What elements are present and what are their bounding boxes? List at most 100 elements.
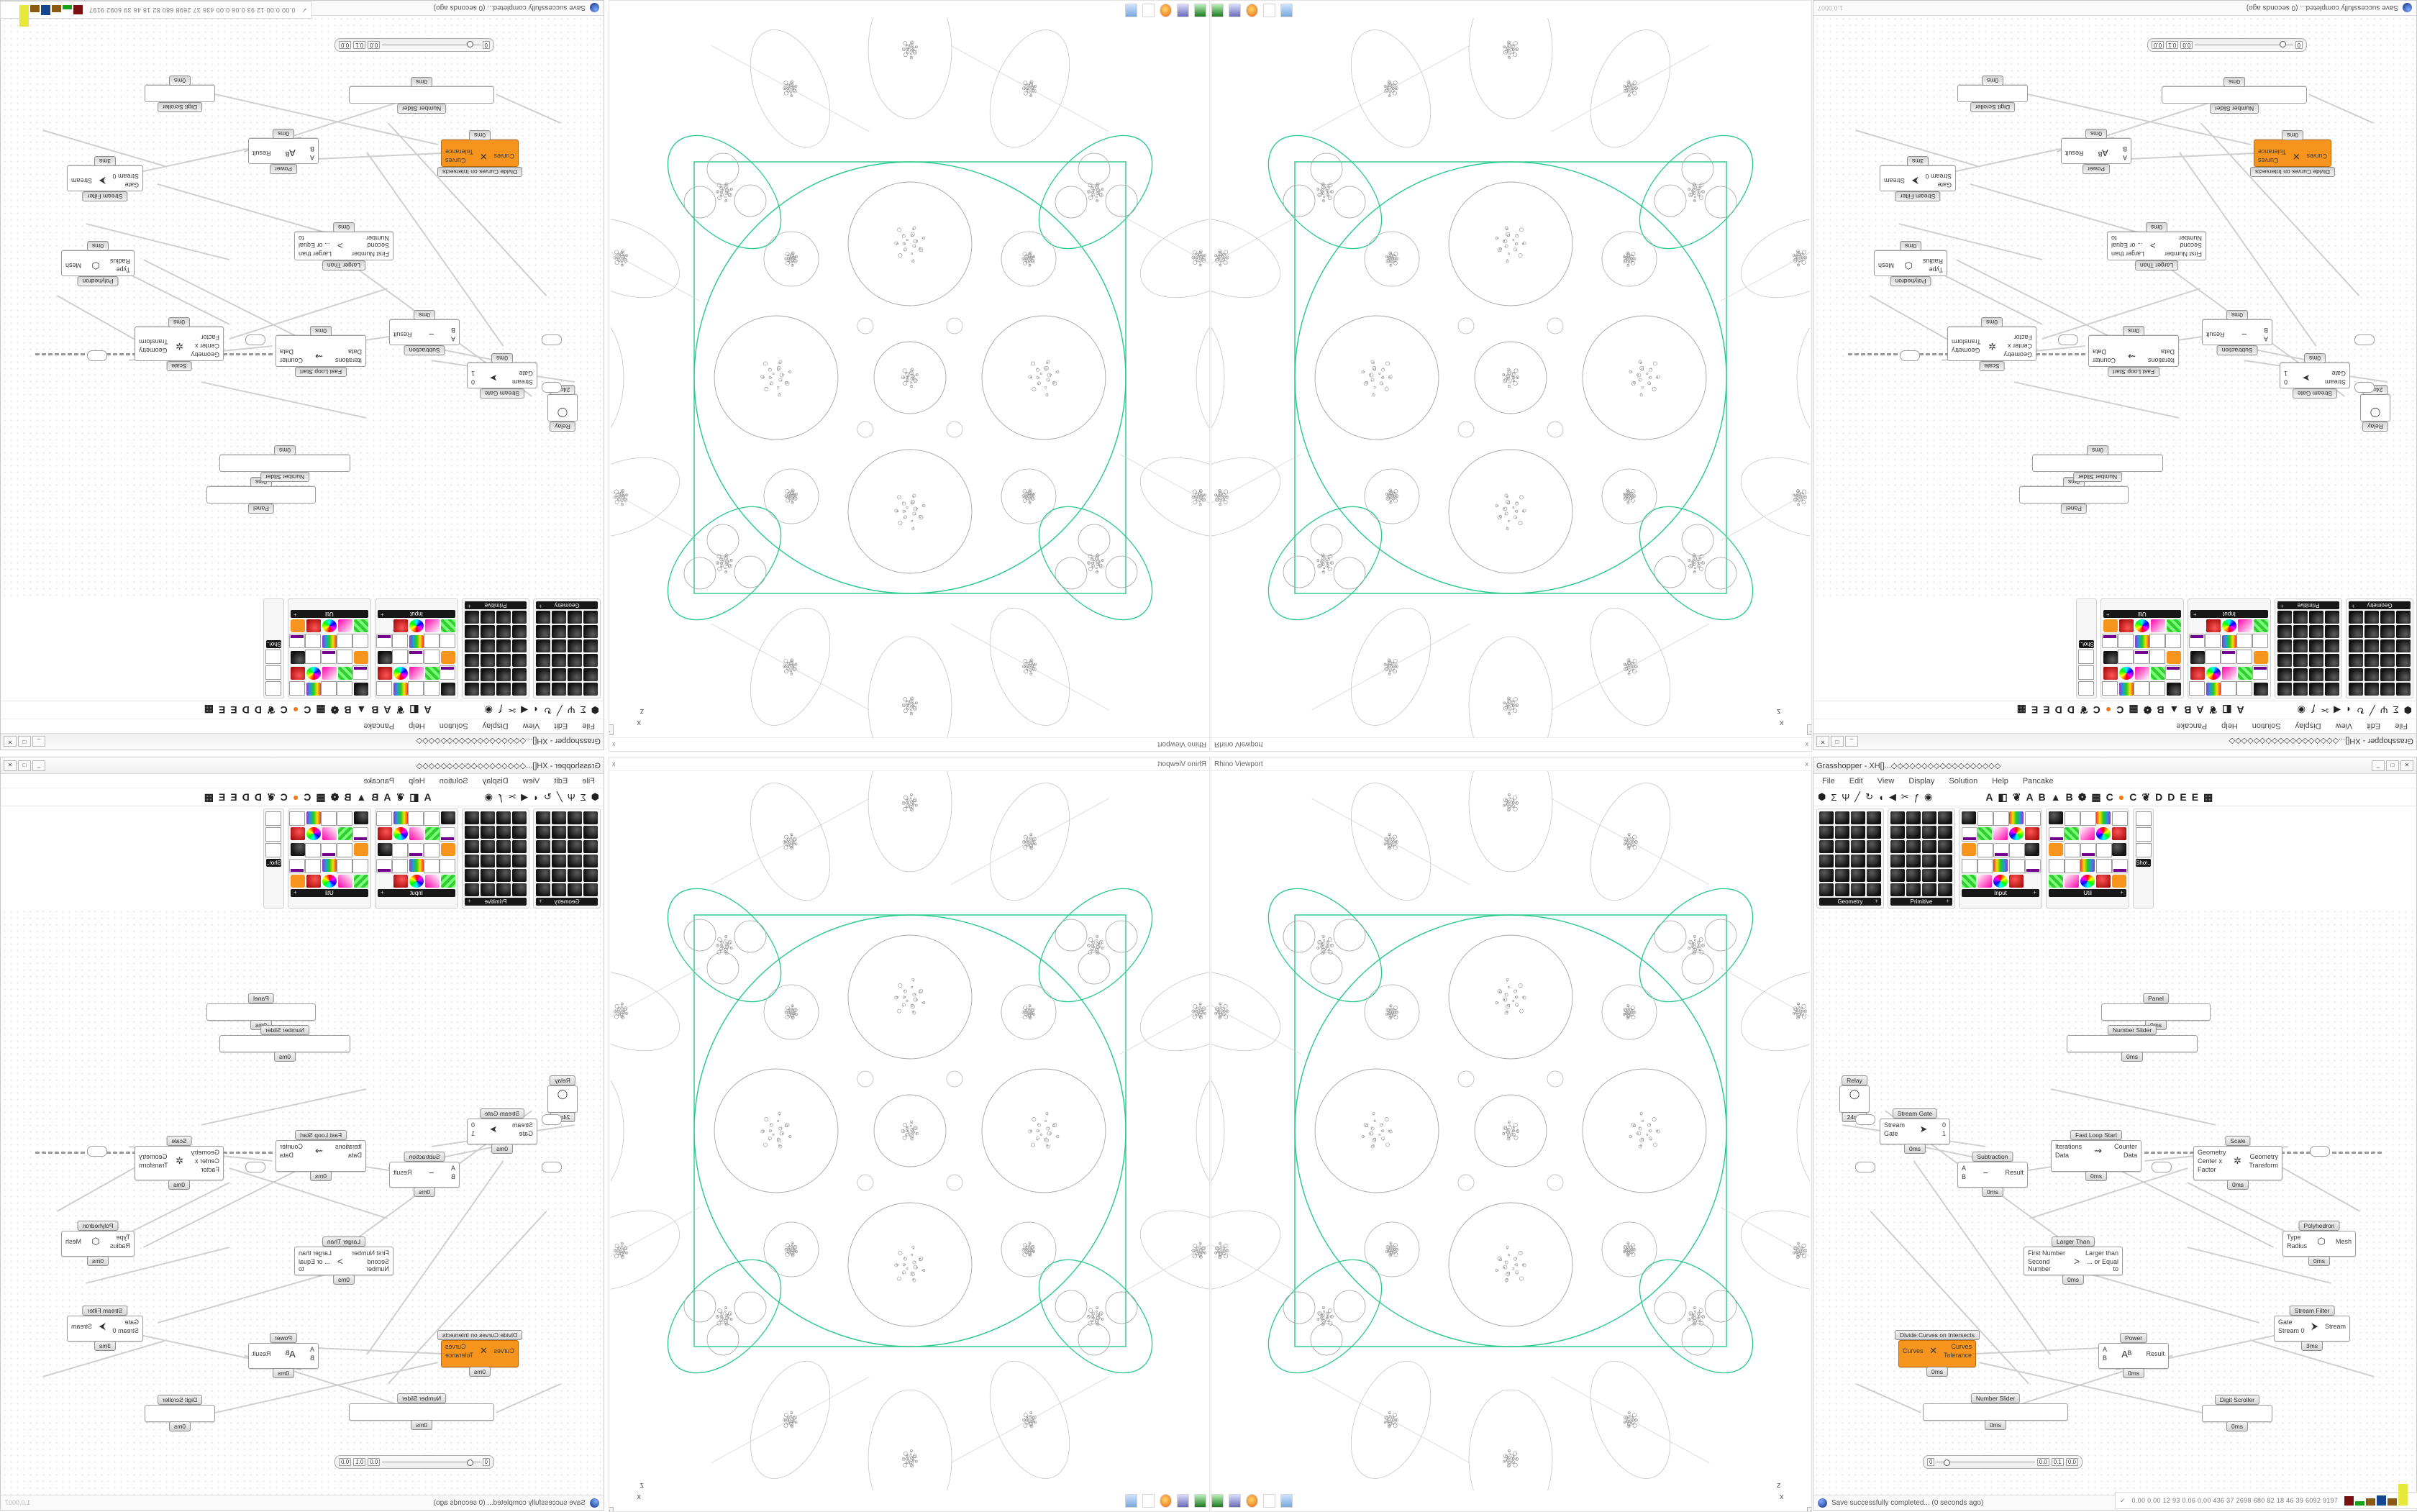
ribbon-tab-4[interactable]: B: [371, 791, 379, 803]
palette-icon[interactable]: [408, 811, 424, 826]
palette-icon[interactable]: [552, 611, 566, 624]
scroll-down-button[interactable]: ▼: [1807, 724, 1811, 735]
palette-icon[interactable]: [2277, 639, 2292, 652]
palette-icon[interactable]: [536, 668, 550, 681]
minimize-button[interactable]: _: [1845, 736, 1858, 747]
component-output-param[interactable]: Data: [2093, 348, 2107, 355]
component-input-param[interactable]: Iterations: [2147, 357, 2175, 364]
slider-field[interactable]: 0.0: [368, 41, 381, 49]
palette-icon[interactable]: [337, 650, 352, 664]
palette-icon[interactable]: [306, 619, 321, 632]
palette-icon[interactable]: [337, 859, 352, 873]
palette-icon[interactable]: [552, 840, 566, 853]
palette-icon[interactable]: [378, 827, 392, 840]
palette-icon[interactable]: [1890, 883, 1905, 896]
component-input-param[interactable]: Center x: [2198, 1157, 2223, 1165]
ribbon-tab-16[interactable]: E: [218, 791, 226, 803]
ribbon-tab-6[interactable]: B: [344, 704, 352, 716]
component-input-param[interactable]: Factor: [2198, 1166, 2216, 1173]
palette-icon[interactable]: [1867, 811, 1881, 824]
palette-icon[interactable]: [568, 611, 582, 624]
component-input-param[interactable]: Curves: [493, 1347, 514, 1354]
palette-icon[interactable]: [338, 875, 352, 888]
slider-value[interactable]: 0: [482, 41, 490, 49]
relay-node[interactable]: [542, 334, 562, 345]
viewport-close[interactable]: x: [612, 741, 616, 748]
palette-icon[interactable]: [1922, 826, 1936, 839]
toolbar[interactable]: ⬢ Σ Ψ ╱ ↻ ◖ ◀ ✂ ƒ ◉ A ◧ ❦ A B ▲ B ❁ ▦ C ● C ❦ D D E E ▦: [1, 788, 604, 806]
component-output-param[interactable]: Tolerance: [1943, 1352, 1972, 1359]
gh-component[interactable]: Number Slider 0ms: [349, 77, 494, 114]
ribbon-tab-5[interactable]: ▲: [356, 791, 367, 803]
palette-icon[interactable]: [425, 827, 440, 840]
save-icon[interactable]: [1176, 1493, 1189, 1508]
ribbon-tab-7[interactable]: ❁: [2143, 704, 2152, 716]
palette-icon[interactable]: [1819, 811, 1834, 824]
palette-icon[interactable]: [496, 883, 511, 896]
palette-icon[interactable]: [1867, 869, 1881, 882]
toolbar-icon-1[interactable]: Σ: [580, 791, 586, 803]
palette-icon[interactable]: [352, 859, 368, 873]
component-input-param[interactable]: A: [2122, 154, 2127, 161]
palette-icon[interactable]: [1835, 811, 1849, 824]
component-output-param[interactable]: Larger than: [299, 250, 332, 258]
palette-icon[interactable]: [2096, 875, 2111, 888]
palette-icon[interactable]: [424, 681, 440, 696]
component-input-param[interactable]: Factor: [201, 334, 219, 341]
component-input-param[interactable]: B: [2263, 327, 2268, 334]
palette-icon[interactable]: [1993, 843, 2009, 857]
gh-component[interactable]: Number Slider 0ms: [219, 445, 350, 482]
component-input-param[interactable]: Stream 0: [112, 1327, 139, 1334]
palette-icon[interactable]: [1867, 855, 1881, 867]
palette-icon[interactable]: [1977, 859, 1993, 873]
ribbon-tab-6[interactable]: B: [344, 791, 352, 803]
palette-icon[interactable]: [1890, 855, 1905, 867]
component-input-param[interactable]: Iterations: [334, 1143, 362, 1150]
palette-icon[interactable]: [2189, 681, 2205, 696]
palette-icon[interactable]: [512, 883, 527, 896]
component-output-param[interactable]: Transform: [1952, 338, 1981, 345]
palette-icon[interactable]: [2102, 634, 2118, 648]
palette-icon[interactable]: [305, 843, 321, 857]
save64-icon[interactable]: [1228, 1493, 1241, 1508]
ribbon-tab-4[interactable]: B: [371, 704, 379, 716]
palette-icon[interactable]: [465, 683, 479, 696]
save-icon[interactable]: [1176, 3, 1189, 17]
palette-input[interactable]: Input: [1959, 809, 2042, 908]
palette-header[interactable]: Input: [2190, 610, 2268, 618]
palette-icon[interactable]: [441, 619, 455, 632]
palette-icon[interactable]: [289, 859, 305, 873]
palette-icon[interactable]: [2065, 859, 2080, 873]
menu-item-solution[interactable]: Solution: [2252, 721, 2281, 731]
component-input-param[interactable]: B: [2122, 145, 2127, 152]
palette-header[interactable]: Util: [291, 889, 368, 897]
palette-icon[interactable]: [2364, 683, 2379, 696]
palette-icon[interactable]: [2025, 811, 2041, 826]
component-output-param[interactable]: Geometry: [139, 1153, 168, 1160]
palette-icon[interactable]: [322, 635, 337, 648]
close-button[interactable]: ✕: [4, 736, 17, 747]
palette-icon[interactable]: [2119, 619, 2134, 632]
toolbar[interactable]: ⬢ Σ Ψ ╱ ↻ ◖ ◀ ✂ ƒ ◉ A ◧ ❦ A B ▲ B ❁ ▦ C ● C ❦ D D E E ▦: [1, 701, 604, 719]
slider-value[interactable]: 0: [1927, 1458, 1935, 1466]
toolbar-icon-5[interactable]: ◖: [533, 791, 539, 803]
palette-icon[interactable]: [2252, 634, 2268, 648]
palette-icon[interactable]: [583, 639, 598, 652]
palette-icon[interactable]: [1906, 883, 1921, 896]
relay-node[interactable]: [87, 1146, 107, 1157]
palette-float[interactable]: Sho...: [2076, 598, 2097, 698]
relay-node[interactable]: [2354, 334, 2375, 345]
ribbon-tab-9[interactable]: C: [304, 704, 311, 716]
ribbon-tab-6[interactable]: B: [2065, 791, 2073, 803]
ribbon-tab-1[interactable]: ◧: [409, 791, 419, 803]
palette-icon[interactable]: [2396, 668, 2411, 681]
palette-icon[interactable]: [393, 827, 408, 840]
component-input-param[interactable]: B: [450, 327, 455, 334]
palette-float[interactable]: Sho...: [2133, 809, 2154, 908]
rhino-icon[interactable]: [1262, 1493, 1275, 1508]
component-input-param[interactable]: Curves: [493, 152, 514, 160]
palette-icon[interactable]: [2293, 639, 2308, 652]
palette-icon[interactable]: [1819, 826, 1834, 839]
